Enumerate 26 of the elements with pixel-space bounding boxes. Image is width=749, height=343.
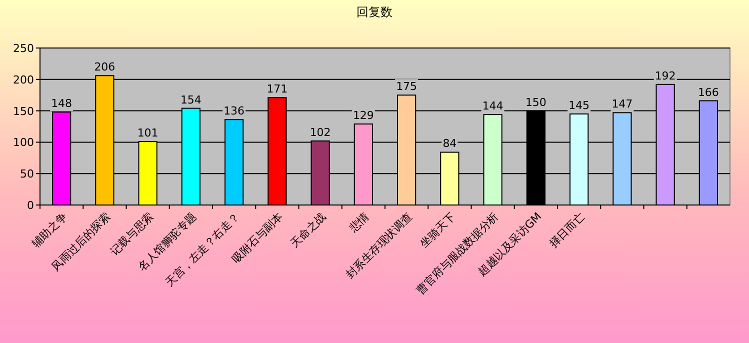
y-tick-label: 0 <box>27 199 34 212</box>
data-label: 206 <box>94 60 116 74</box>
y-tick-label: 50 <box>20 168 34 181</box>
chart-title: 回复数 <box>356 5 392 19</box>
data-label: 154 <box>180 93 202 106</box>
data-label: 147 <box>612 98 633 111</box>
data-label: 129 <box>352 108 374 122</box>
data-label: 175 <box>396 80 418 94</box>
data-label: 150 <box>525 96 546 109</box>
data-label: 136 <box>224 104 245 118</box>
data-label: 102 <box>310 126 331 139</box>
data-label: 171 <box>266 82 288 96</box>
x-tick-label: 天命之战 <box>288 210 328 250</box>
data-label: 144 <box>482 100 504 113</box>
x-tick-label: 择日而亡 <box>546 210 588 250</box>
x-tick-label: 悲情 <box>346 210 372 236</box>
data-label: 166 <box>698 86 719 99</box>
y-tick-label: 250 <box>13 42 34 55</box>
y-tick-label: 150 <box>13 104 34 118</box>
data-label: 148 <box>51 97 72 110</box>
data-label: 192 <box>654 69 676 82</box>
y-tick-label: 200 <box>13 73 34 86</box>
data-label: 101 <box>137 126 158 140</box>
data-label: 145 <box>568 98 590 112</box>
y-tick-label: 100 <box>13 136 34 150</box>
data-label: 84 <box>442 137 457 150</box>
